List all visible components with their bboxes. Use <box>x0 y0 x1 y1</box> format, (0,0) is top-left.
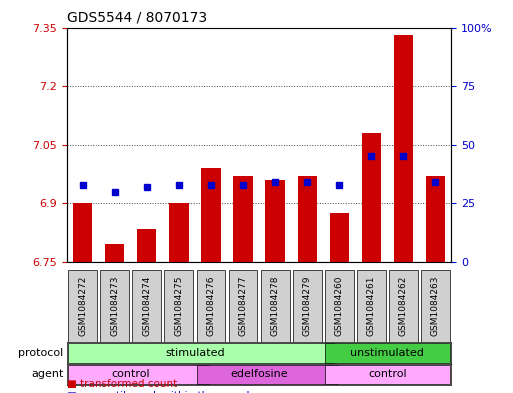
Text: control: control <box>368 369 407 379</box>
Text: GSM1084277: GSM1084277 <box>239 276 248 336</box>
FancyBboxPatch shape <box>421 270 450 342</box>
Text: GSM1084263: GSM1084263 <box>431 276 440 336</box>
Bar <box>169 203 189 262</box>
Text: agent: agent <box>31 369 64 379</box>
Bar <box>233 176 252 262</box>
Bar <box>362 133 381 262</box>
FancyBboxPatch shape <box>165 270 193 342</box>
Text: ■ transformed count: ■ transformed count <box>67 379 177 389</box>
FancyBboxPatch shape <box>68 343 334 363</box>
Text: control: control <box>111 369 150 379</box>
Text: GSM1084273: GSM1084273 <box>110 276 120 336</box>
Text: GSM1084275: GSM1084275 <box>174 276 184 336</box>
Text: GSM1084278: GSM1084278 <box>270 276 280 336</box>
Bar <box>329 213 349 262</box>
FancyBboxPatch shape <box>325 365 450 384</box>
Bar <box>105 244 124 262</box>
Bar <box>137 229 156 262</box>
Bar <box>73 203 92 262</box>
FancyBboxPatch shape <box>68 270 97 342</box>
Bar <box>393 35 413 262</box>
Text: GSM1084272: GSM1084272 <box>78 276 87 336</box>
Text: protocol: protocol <box>18 348 64 358</box>
FancyBboxPatch shape <box>293 270 322 342</box>
Text: GDS5544 / 8070173: GDS5544 / 8070173 <box>67 11 207 25</box>
Text: ■ percentile rank within the sample: ■ percentile rank within the sample <box>67 391 255 393</box>
Text: unstimulated: unstimulated <box>350 348 424 358</box>
Bar <box>265 180 285 262</box>
FancyBboxPatch shape <box>101 270 129 342</box>
Text: GSM1084262: GSM1084262 <box>399 276 408 336</box>
FancyBboxPatch shape <box>357 270 386 342</box>
Text: edelfosine: edelfosine <box>230 369 288 379</box>
Text: GSM1084274: GSM1084274 <box>142 276 151 336</box>
Text: GSM1084276: GSM1084276 <box>206 276 215 336</box>
Text: GSM1084279: GSM1084279 <box>303 276 312 336</box>
Bar <box>201 168 221 262</box>
Text: GSM1084261: GSM1084261 <box>367 276 376 336</box>
Bar <box>298 176 317 262</box>
FancyBboxPatch shape <box>68 365 209 384</box>
FancyBboxPatch shape <box>196 270 225 342</box>
FancyBboxPatch shape <box>229 270 258 342</box>
Text: stimulated: stimulated <box>165 348 225 358</box>
FancyBboxPatch shape <box>325 343 450 363</box>
FancyBboxPatch shape <box>132 270 161 342</box>
FancyBboxPatch shape <box>261 270 289 342</box>
FancyBboxPatch shape <box>389 270 418 342</box>
FancyBboxPatch shape <box>196 365 338 384</box>
Bar <box>426 176 445 262</box>
FancyBboxPatch shape <box>325 270 353 342</box>
Text: GSM1084260: GSM1084260 <box>334 276 344 336</box>
